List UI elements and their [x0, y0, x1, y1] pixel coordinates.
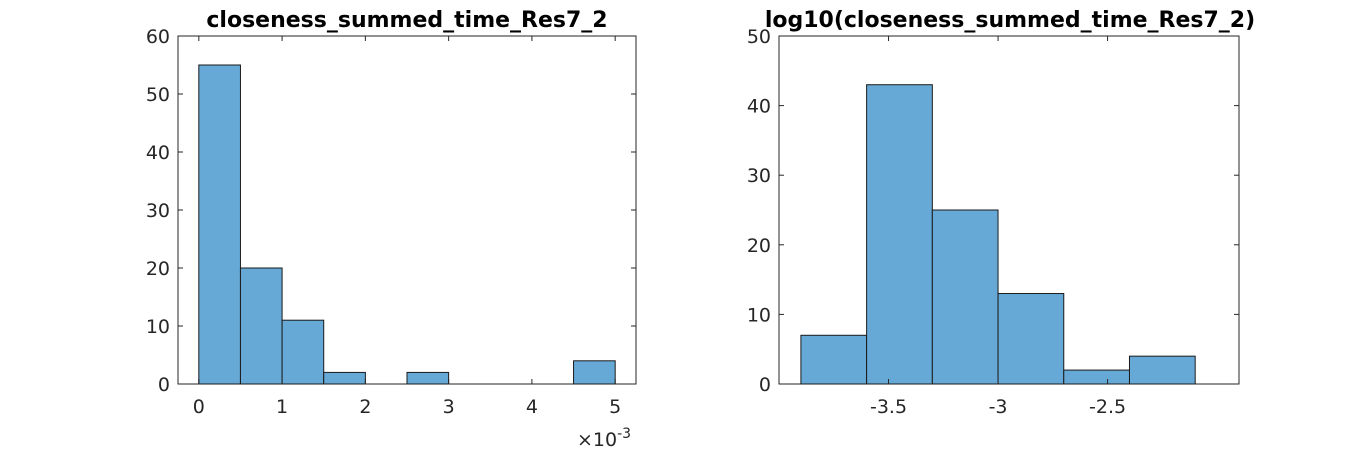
chart-title: closeness_summed_time_Res7_2 [206, 8, 607, 33]
y-tick-label: 60 [146, 26, 170, 48]
histogram-bar [931, 209, 999, 385]
histogram-bar [239, 267, 283, 385]
y-tick-label: 20 [747, 235, 771, 257]
x-exponent-base: ×10 [577, 429, 617, 451]
histogram-bar [1128, 355, 1196, 385]
axis-ticks: 0 10 20 30 40 50 -3.5 -3 -2.5 [747, 26, 1239, 418]
x-exponent-power: -3 [617, 426, 631, 442]
axis-ticks: 0 10 20 30 40 50 60 0 1 2 3 4 5 [146, 26, 636, 418]
y-tick-label: 10 [747, 304, 771, 326]
histogram-linear: closeness_summed_time_Res7_2 01020304050… [146, 8, 637, 451]
x-tick-label: 0 [193, 396, 205, 418]
x-tick-label: -2.5 [1089, 396, 1126, 418]
y-tick-label: 40 [146, 142, 170, 164]
y-tick-label: 30 [747, 165, 771, 187]
y-tick-label: 40 [747, 96, 771, 118]
histogram-bar [800, 334, 868, 385]
x-tick-label: -3 [989, 396, 1008, 418]
y-tick-label: 20 [146, 258, 170, 280]
x-tick-label: -3.5 [870, 396, 907, 418]
histogram-bar [281, 319, 325, 385]
histogram-bar [997, 293, 1065, 385]
histogram-bar [573, 360, 616, 385]
histogram-bar [866, 84, 933, 385]
y-tick-label: 0 [759, 374, 771, 396]
x-exponent-label: ×10-3 [577, 426, 631, 451]
bars [198, 64, 616, 385]
svg-text:×10-3: ×10-3 [577, 426, 631, 451]
chart-title: log10(closeness_summed_time_Res7_2) [765, 8, 1255, 33]
histogram-bar [406, 371, 450, 385]
x-tick-label: 5 [609, 396, 621, 418]
y-tick-label: 30 [146, 200, 170, 222]
y-tick-label: 0 [158, 374, 170, 396]
x-tick-label: 2 [359, 396, 371, 418]
histogram-bar [323, 371, 366, 385]
histogram-log10: log10(closeness_summed_time_Res7_2) 0 10 2… [747, 8, 1255, 418]
bars [800, 84, 1196, 385]
x-tick-label: 1 [276, 396, 288, 418]
histogram-bar [198, 64, 241, 385]
x-tick-label: 4 [526, 396, 538, 418]
y-tick-label: 10 [146, 316, 170, 338]
histogram-bar [1063, 369, 1130, 385]
x-tick-label: 3 [443, 396, 455, 418]
y-tick-label: 50 [146, 84, 170, 106]
y-tick-label: 50 [747, 26, 771, 48]
